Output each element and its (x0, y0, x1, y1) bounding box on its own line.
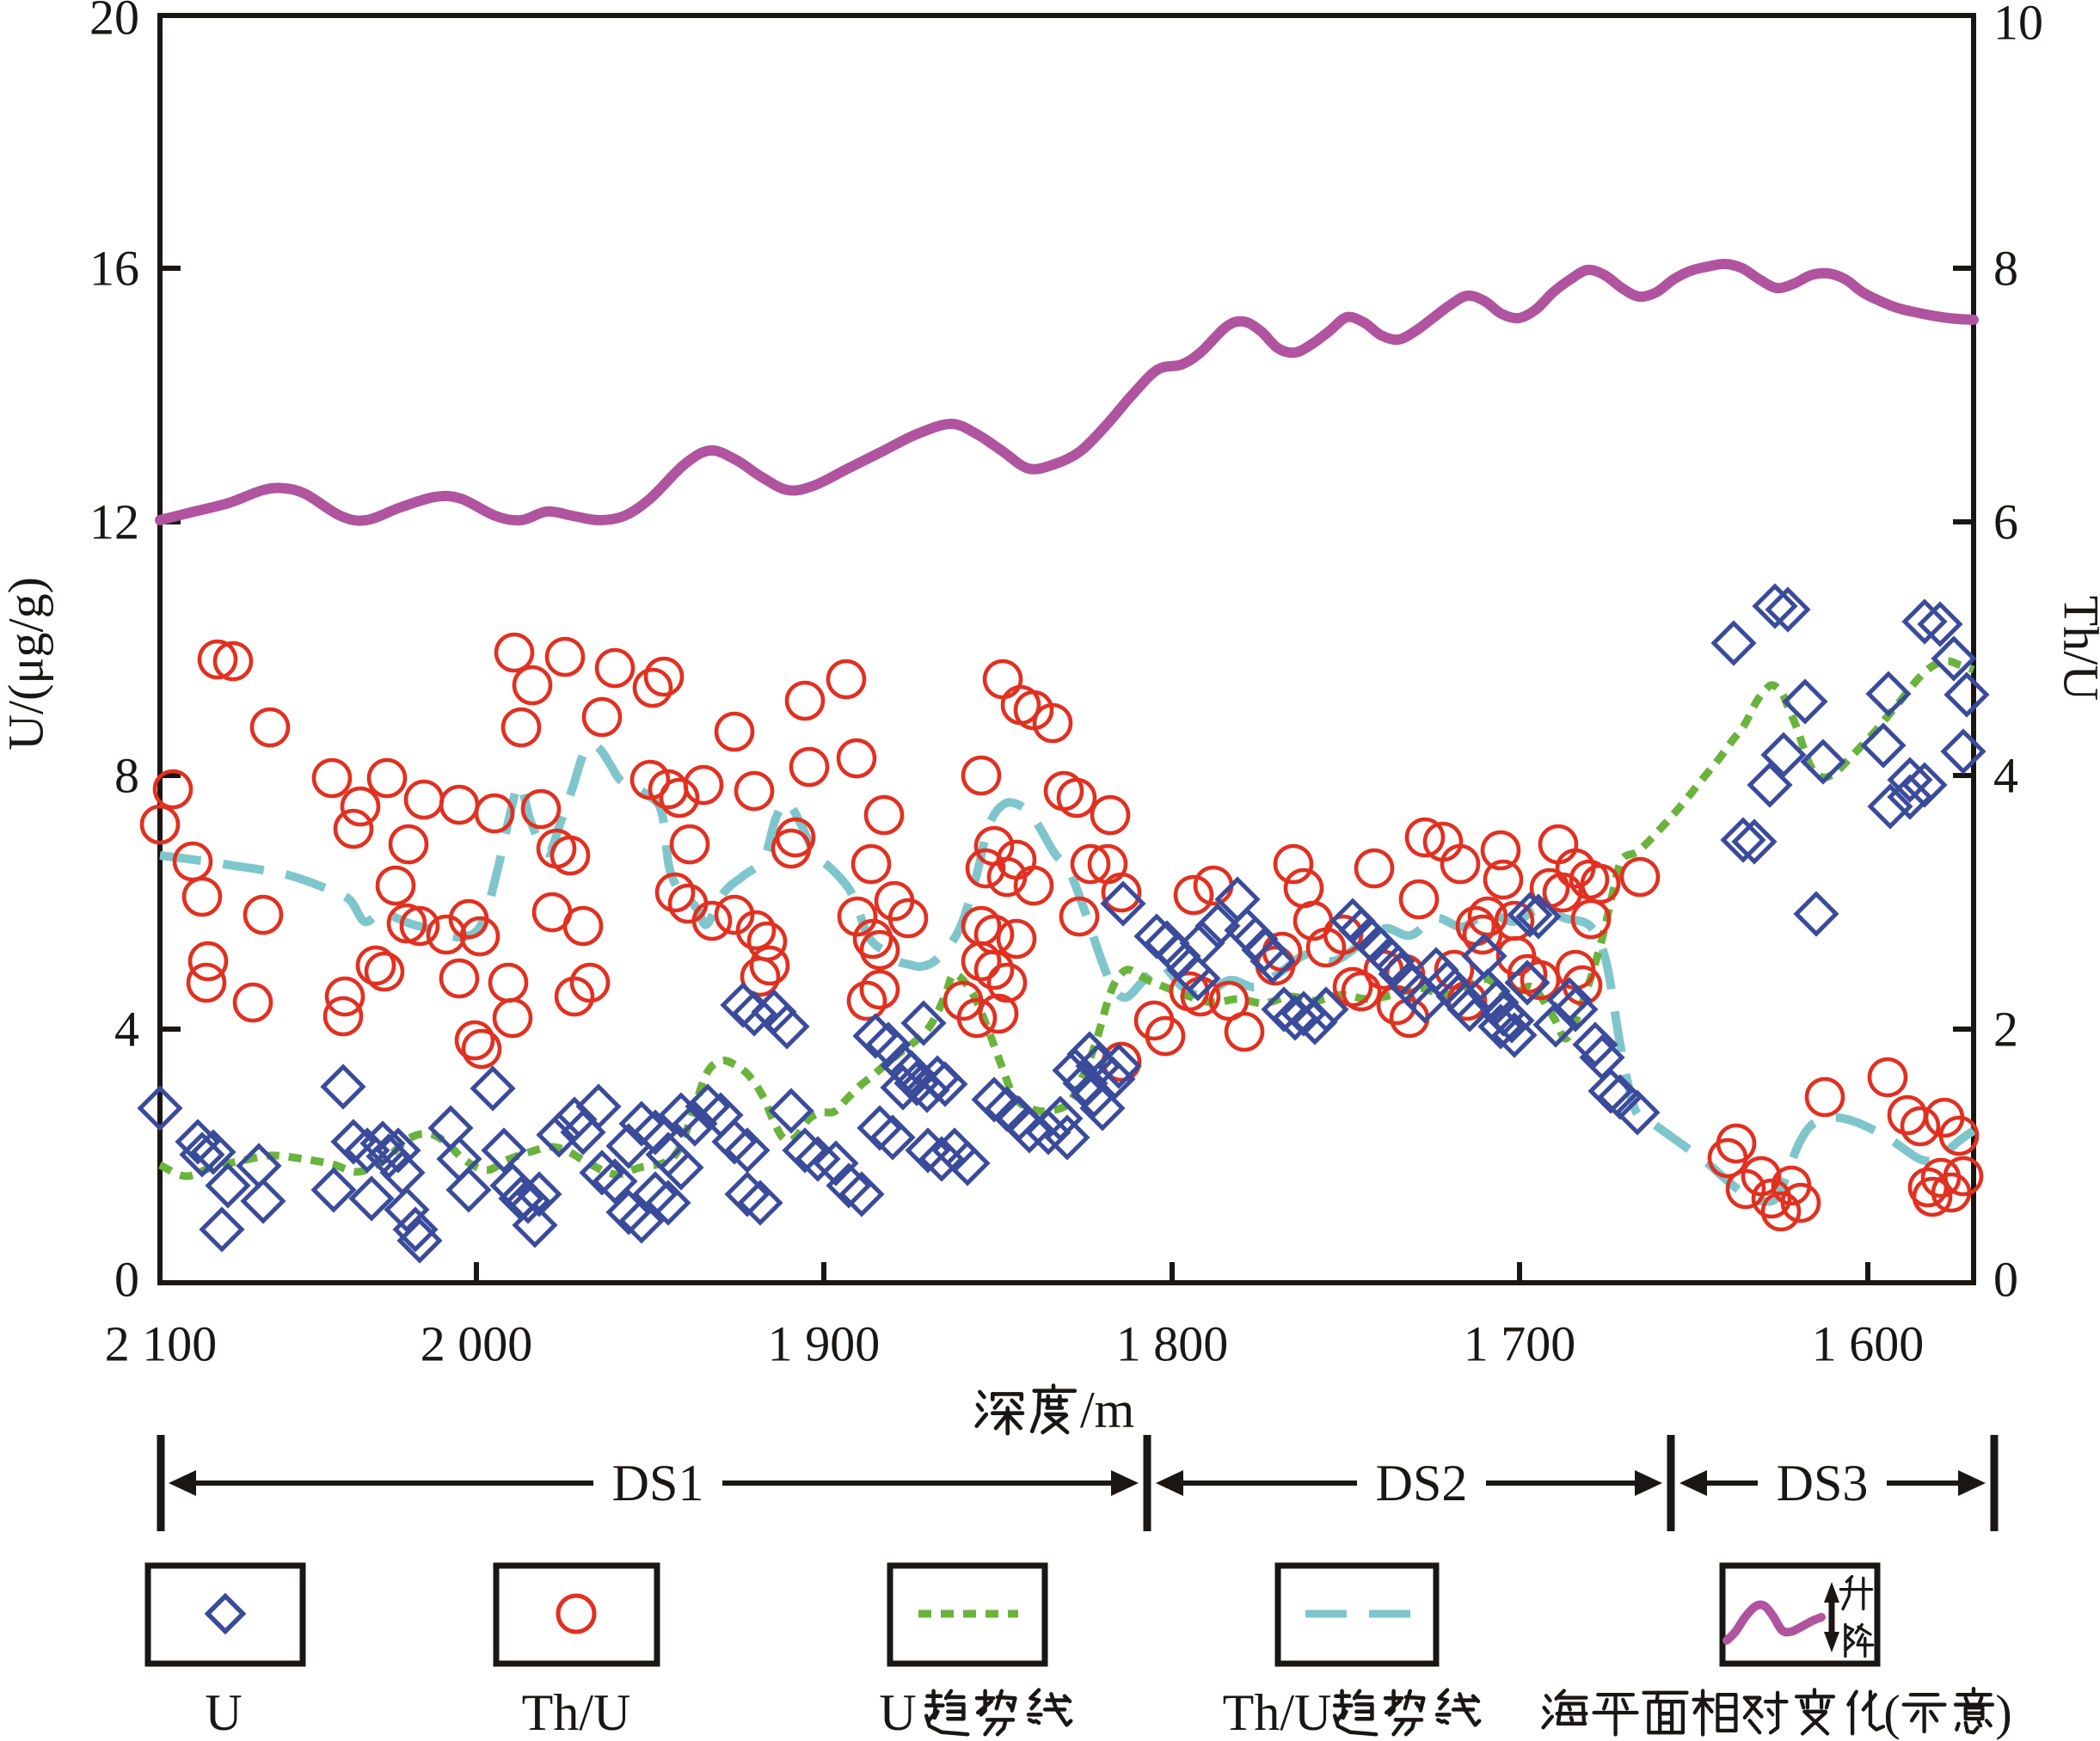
svg-text:(: ( (1883, 1685, 1900, 1741)
svg-text:DS2: DS2 (1376, 1455, 1468, 1511)
svg-text:8: 8 (114, 748, 139, 804)
svg-text:U: U (879, 1684, 916, 1741)
svg-text:10: 10 (1993, 0, 2043, 51)
svg-text:Th/U: Th/U (522, 1684, 631, 1741)
svg-text:1 900: 1 900 (768, 1316, 881, 1372)
svg-text:DS1: DS1 (612, 1455, 704, 1511)
svg-text:2 100: 2 100 (105, 1316, 218, 1372)
svg-text:8: 8 (1993, 241, 2018, 297)
svg-text:6: 6 (1993, 494, 2018, 550)
svg-text:U/(μg/g): U/(μg/g) (0, 577, 54, 751)
svg-text:1 700: 1 700 (1464, 1316, 1576, 1372)
svg-text:12: 12 (89, 494, 139, 550)
svg-text:U: U (205, 1684, 242, 1741)
svg-text:1 800: 1 800 (1116, 1316, 1229, 1372)
svg-text:4: 4 (114, 1002, 139, 1057)
svg-text:2: 2 (1993, 1002, 2018, 1057)
svg-text:4: 4 (1993, 748, 2018, 804)
svg-text:/m: /m (1080, 1382, 1134, 1438)
svg-text:0: 0 (114, 1252, 139, 1308)
svg-text:1 600: 1 600 (1812, 1316, 1925, 1372)
svg-text:0: 0 (1993, 1252, 2018, 1308)
svg-text:20: 20 (89, 0, 139, 46)
svg-text:Th/U: Th/U (1223, 1684, 1332, 1741)
svg-text:DS3: DS3 (1777, 1455, 1869, 1511)
svg-text:): ) (1995, 1685, 2011, 1741)
svg-text:Th/U: Th/U (2054, 596, 2100, 701)
svg-text:2 000: 2 000 (421, 1316, 533, 1372)
svg-text:16: 16 (89, 241, 139, 297)
